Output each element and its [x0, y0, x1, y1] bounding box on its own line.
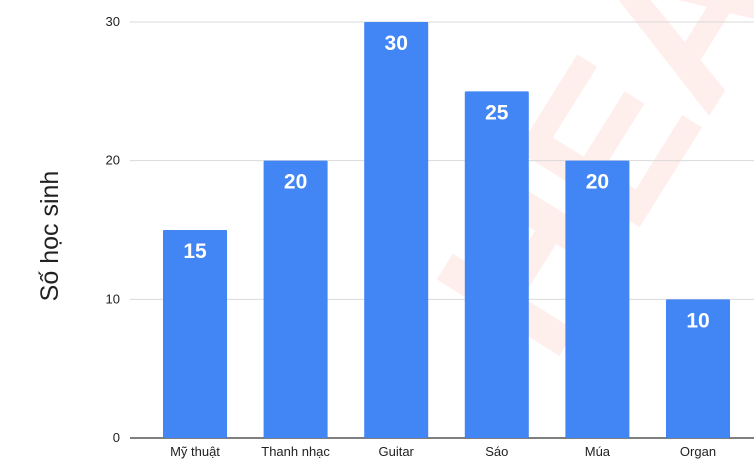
bar: [263, 160, 328, 438]
y-axis-ticks: 0 10 20 30: [106, 14, 120, 445]
y-tick-label: 0: [113, 430, 120, 445]
bar: [565, 160, 630, 438]
x-category-label: Mỹ thuật: [170, 444, 220, 459]
grid-lines: [130, 21, 754, 439]
y-tick-label: 20: [106, 153, 120, 168]
bar: [163, 230, 227, 438]
data-label: 20: [586, 171, 609, 194]
data-label: 25: [485, 101, 509, 124]
bars: 15 20 30 25 20 10: [163, 22, 730, 438]
bar: [364, 22, 429, 438]
y-tick-label: 30: [106, 14, 120, 29]
bar: [464, 91, 529, 438]
x-category-label: Thanh nhạc: [261, 444, 330, 459]
x-category-label: Sáo: [485, 444, 508, 459]
y-axis-title: Số học sinh: [36, 171, 64, 302]
bar: [666, 299, 730, 438]
x-category-label: Múa: [585, 444, 611, 459]
data-label: 15: [183, 240, 207, 263]
x-category-label: Guitar: [378, 444, 414, 459]
x-axis-categories: Mỹ thuật Thanh nhạc Guitar Sáo Múa Organ: [170, 444, 716, 459]
data-label: 10: [686, 309, 709, 332]
y-tick-label: 10: [106, 291, 120, 306]
data-label: 20: [284, 171, 307, 194]
x-category-label: Organ: [680, 444, 716, 459]
data-label: 30: [385, 32, 408, 55]
